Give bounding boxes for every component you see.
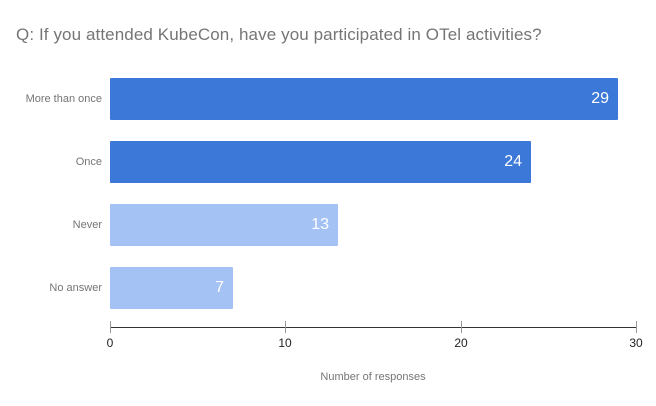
x-axis-tick-label: 10 bbox=[278, 336, 292, 350]
x-axis-tick-label: 20 bbox=[454, 336, 468, 350]
category-label-once: Once bbox=[75, 156, 102, 168]
bar-value-label: 29 bbox=[591, 90, 609, 107]
category-label-more-than-once: More than once bbox=[25, 93, 102, 105]
bar-value-label: 7 bbox=[215, 279, 224, 296]
x-axis-tick bbox=[285, 321, 286, 333]
chart-title: Q: If you attended KubeCon, have you par… bbox=[16, 25, 542, 44]
x-axis-tick-label: 30 bbox=[629, 336, 643, 350]
bar-never: 13 bbox=[110, 204, 338, 246]
bar-once: 24 bbox=[110, 141, 531, 183]
category-label-never: Never bbox=[72, 219, 102, 231]
x-axis-line bbox=[110, 327, 636, 328]
bar-value-label: 13 bbox=[311, 216, 329, 233]
x-axis-tick-label: 0 bbox=[106, 336, 114, 350]
category-label-no-answer: No answer bbox=[49, 282, 102, 294]
x-axis-title: Number of responses bbox=[320, 371, 426, 383]
x-axis-tick bbox=[636, 321, 637, 333]
bar-value-label: 24 bbox=[504, 153, 522, 170]
bar-no-answer: 7 bbox=[110, 267, 233, 309]
x-axis-tick bbox=[110, 321, 111, 333]
x-axis-tick bbox=[461, 321, 462, 333]
bar-more-than-once: 29 bbox=[110, 78, 618, 120]
